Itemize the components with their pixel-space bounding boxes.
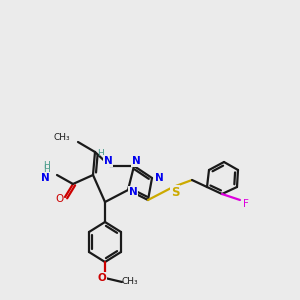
Text: N: N xyxy=(103,156,112,166)
Text: H: H xyxy=(97,148,104,158)
Text: F: F xyxy=(243,199,249,209)
Text: CH₃: CH₃ xyxy=(53,133,70,142)
Text: N: N xyxy=(132,156,140,166)
Text: H: H xyxy=(44,160,50,169)
Text: S: S xyxy=(171,185,179,199)
Text: N: N xyxy=(132,156,140,166)
Text: N: N xyxy=(103,156,112,166)
Text: N: N xyxy=(154,173,164,183)
Text: H: H xyxy=(44,166,50,175)
Text: O: O xyxy=(98,273,106,283)
Text: N: N xyxy=(40,173,50,183)
Text: N: N xyxy=(154,173,164,183)
Text: CH₃: CH₃ xyxy=(122,278,138,286)
Text: N: N xyxy=(129,187,137,197)
Text: O: O xyxy=(56,194,64,204)
Text: O: O xyxy=(98,273,106,283)
Text: N: N xyxy=(129,187,137,197)
Text: S: S xyxy=(171,185,179,199)
